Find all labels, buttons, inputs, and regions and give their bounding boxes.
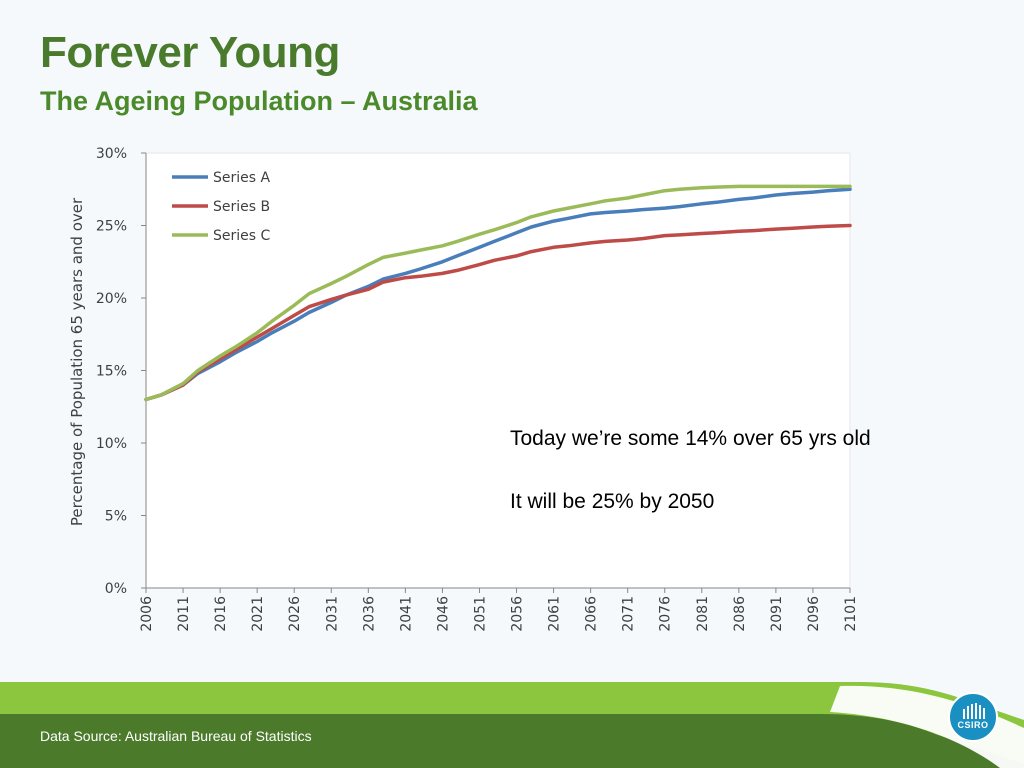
y-tick-label: 25% bbox=[96, 219, 127, 235]
chart-frame bbox=[145, 152, 851, 589]
x-tick-label: 2016 bbox=[213, 596, 229, 632]
x-tick-label: 2006 bbox=[139, 596, 155, 632]
x-tick-label: 2021 bbox=[250, 596, 266, 632]
chart-legend: Series A Series B Series C bbox=[172, 170, 271, 244]
legend-label: Series B bbox=[213, 199, 270, 215]
x-tick-label: 2076 bbox=[658, 596, 674, 632]
csiro-bars-icon bbox=[963, 703, 985, 719]
legend-label: Series A bbox=[213, 170, 271, 186]
plot-area bbox=[145, 152, 851, 589]
y-tick-label: 20% bbox=[96, 291, 127, 307]
x-tick-label: 2086 bbox=[732, 596, 748, 632]
x-tick-label: 2036 bbox=[361, 596, 377, 632]
x-tick-label: 2066 bbox=[584, 596, 600, 632]
y-tick-label: 30% bbox=[96, 146, 127, 162]
series-line-b bbox=[144, 223, 852, 402]
x-tick-label: 2081 bbox=[695, 596, 711, 632]
footer-dark-band bbox=[0, 714, 1024, 768]
data-source: Data Source: Australian Bureau of Statis… bbox=[40, 728, 312, 744]
x-tick-label: 2046 bbox=[435, 596, 451, 632]
x-tick-label: 2071 bbox=[621, 596, 637, 632]
legend-label: Series C bbox=[213, 228, 271, 244]
x-tick-label: 2061 bbox=[547, 596, 563, 632]
note-today: Today we’re some 14% over 65 yrs old bbox=[510, 427, 871, 450]
y-axis-label: Percentage of Population 65 years and ov… bbox=[68, 197, 86, 526]
series-line-a bbox=[144, 187, 852, 402]
x-tick-label: 2051 bbox=[472, 596, 488, 632]
series-lines bbox=[144, 184, 852, 402]
x-tick-label: 2031 bbox=[324, 596, 340, 632]
x-tick-label: 2056 bbox=[510, 596, 526, 632]
footer-white-swoosh bbox=[830, 685, 1024, 768]
y-tick-label: 15% bbox=[96, 364, 127, 380]
y-tick-label: 10% bbox=[96, 436, 127, 452]
series-line-c bbox=[144, 184, 852, 402]
line-chart: 0% 5% 10% 15% 20% 25% 30% 2006 2011 2016 2021 2026… bbox=[68, 146, 859, 632]
slide-title: Forever Young bbox=[40, 28, 340, 77]
x-tick-label: 2041 bbox=[398, 596, 414, 632]
footer-band bbox=[0, 682, 1024, 768]
y-tick-label: 5% bbox=[105, 509, 127, 525]
csiro-logo: CSIRO bbox=[948, 692, 998, 742]
x-tick-label: 2091 bbox=[769, 596, 785, 632]
x-tick-label: 2026 bbox=[287, 596, 303, 632]
y-tick-label: 0% bbox=[105, 581, 127, 597]
y-tick-labels: 0% 5% 10% 15% 20% 25% 30% bbox=[96, 146, 146, 597]
x-tick-labels: 2006 2011 2016 2021 2026 2031 2036 2041 2046 2051… bbox=[139, 588, 859, 632]
slide-subtitle: The Ageing Population – Australia bbox=[40, 86, 478, 116]
note-2050: It will be 25% by 2050 bbox=[510, 490, 715, 513]
csiro-logo-text: CSIRO bbox=[957, 720, 989, 730]
x-tick-label: 2011 bbox=[176, 596, 192, 632]
x-tick-label: 2096 bbox=[806, 596, 822, 632]
x-tick-label: 2101 bbox=[843, 596, 859, 632]
